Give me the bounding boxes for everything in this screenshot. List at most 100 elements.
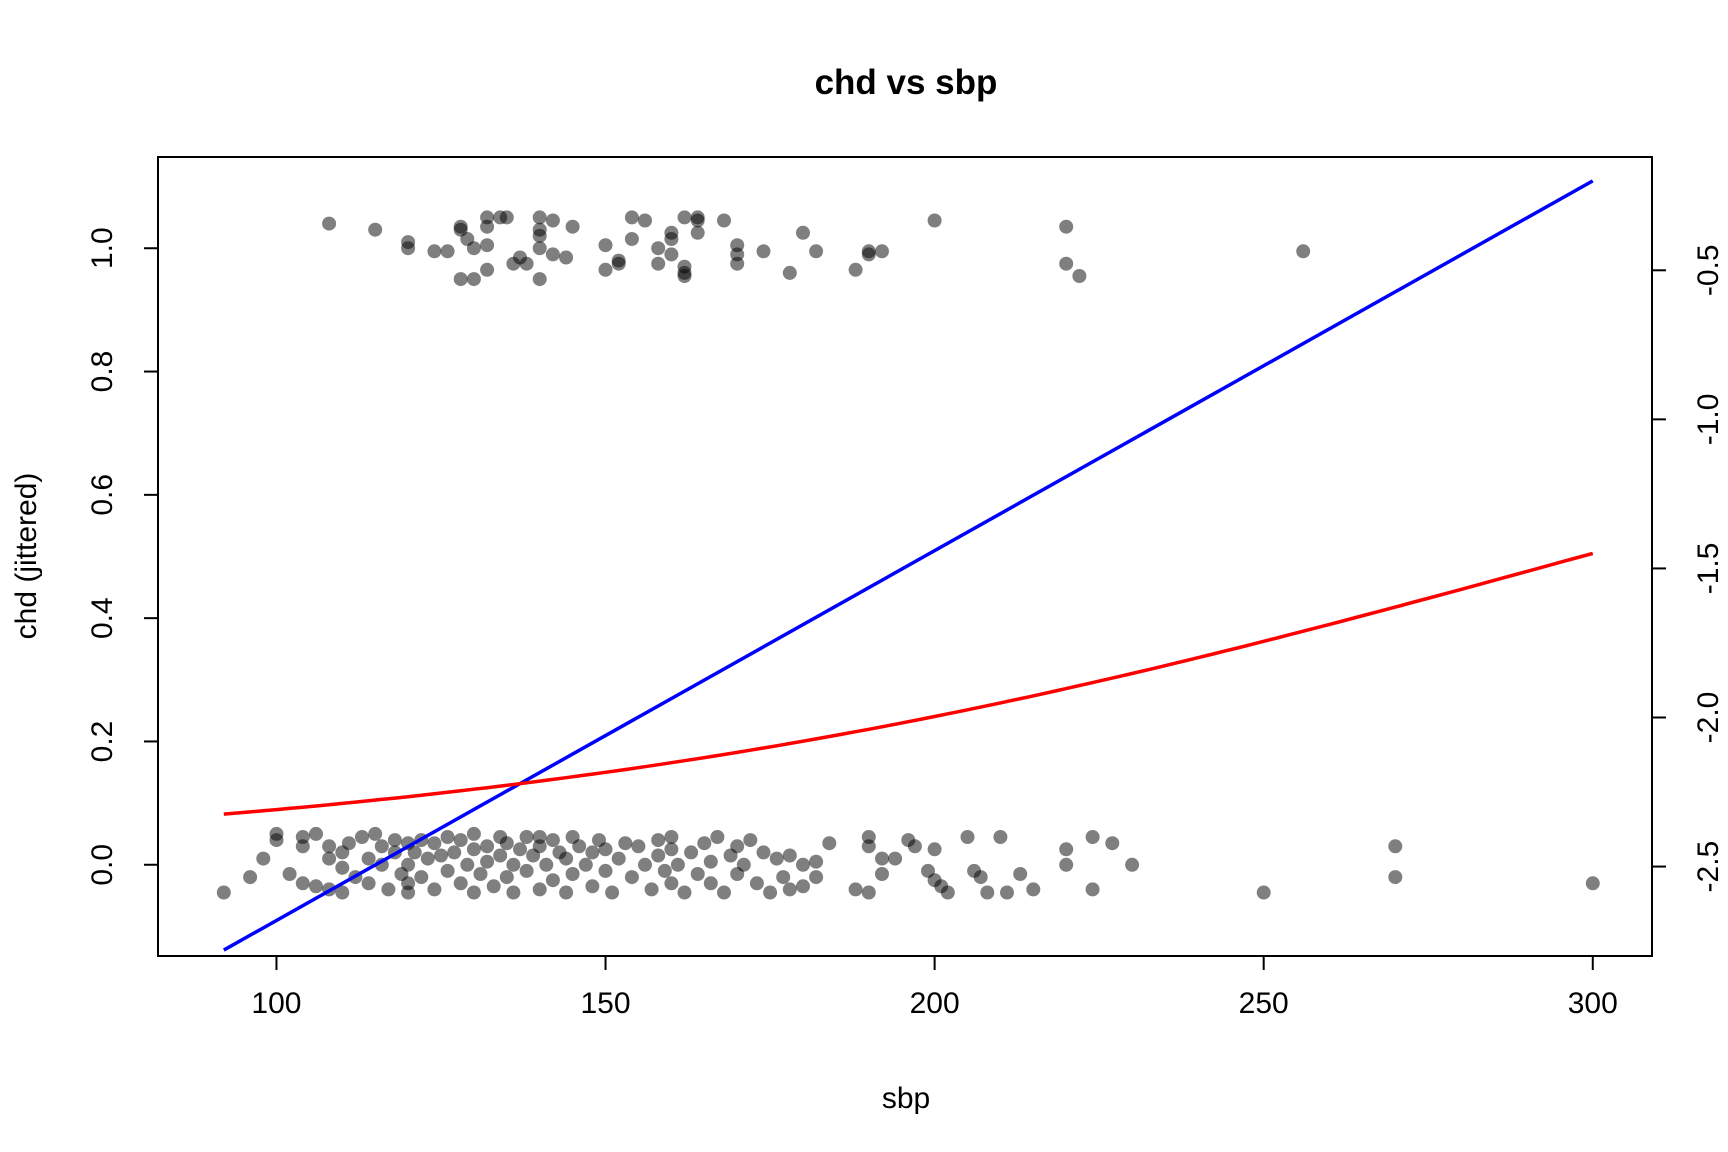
data-point — [1059, 842, 1074, 857]
data-point — [427, 836, 442, 851]
data-point — [927, 842, 942, 857]
data-point — [717, 885, 731, 900]
y2-tick-label: -0.5 — [1692, 244, 1725, 296]
data-point — [322, 851, 337, 866]
chart-title: chd vs sbp — [815, 63, 998, 102]
data-point — [644, 882, 659, 897]
data-point — [697, 836, 712, 851]
data-point — [539, 857, 554, 872]
data-point — [565, 219, 580, 234]
data-point — [499, 836, 514, 851]
data-point — [545, 213, 560, 228]
data-point — [861, 885, 876, 900]
x-tick-label: 250 — [1239, 987, 1289, 1020]
data-point — [769, 851, 784, 866]
data-point — [565, 867, 580, 881]
y2-tick-label: -1.5 — [1692, 543, 1725, 595]
x-axis: 100 150 200 250 300 — [251, 955, 1618, 1020]
data-point — [1059, 219, 1074, 234]
data-point — [730, 839, 745, 854]
data-point — [657, 863, 672, 878]
data-point — [341, 836, 356, 851]
x-tick-label: 100 — [251, 987, 301, 1020]
data-point — [618, 836, 633, 851]
data-point — [572, 839, 587, 854]
data-point — [295, 830, 310, 844]
data-point — [598, 262, 613, 277]
data-point — [1085, 830, 1100, 844]
data-point — [677, 210, 692, 225]
y-tick-label: 0.2 — [86, 721, 119, 763]
data-point — [466, 241, 481, 256]
data-point — [295, 876, 310, 891]
data-point — [973, 870, 988, 885]
data-point — [1085, 882, 1100, 897]
data-point — [611, 253, 626, 268]
data-point — [513, 842, 527, 857]
data-point — [545, 873, 560, 888]
data-point — [598, 842, 613, 857]
data-point — [664, 232, 679, 246]
data-point — [605, 885, 620, 900]
data-point — [1072, 269, 1087, 283]
data-point — [322, 839, 337, 854]
data-point — [309, 826, 323, 841]
data-point — [335, 860, 350, 875]
data-point — [519, 256, 534, 271]
points-layer — [216, 210, 1600, 900]
data-point — [559, 885, 574, 900]
data-point — [559, 851, 574, 866]
data-point — [559, 250, 574, 265]
y-tick-label: 0.0 — [86, 844, 119, 886]
data-point — [1388, 870, 1403, 885]
data-point — [1105, 836, 1120, 851]
data-point — [690, 213, 705, 228]
data-point — [460, 857, 475, 872]
data-point — [368, 826, 383, 841]
y-tick-label: 1.0 — [86, 227, 119, 269]
data-point — [690, 225, 705, 240]
data-point — [466, 842, 481, 857]
data-point — [499, 210, 514, 225]
data-point — [763, 885, 778, 900]
data-point — [927, 213, 942, 228]
data-point — [888, 851, 903, 866]
data-point — [861, 244, 876, 259]
data-point — [1059, 857, 1074, 872]
data-point — [532, 241, 547, 256]
data-point — [624, 870, 639, 885]
y-axis: 0.0 0.2 0.4 0.6 0.8 1.0 — [86, 227, 159, 886]
data-point — [335, 885, 350, 900]
data-point — [1388, 839, 1403, 854]
data-point — [243, 870, 258, 885]
data-point — [611, 851, 626, 866]
data-point — [756, 845, 771, 860]
data-point — [480, 854, 495, 869]
data-point — [506, 857, 521, 872]
data-point — [585, 879, 600, 894]
data-point — [796, 225, 810, 240]
data-point — [664, 247, 679, 262]
data-point — [782, 848, 797, 863]
data-point — [269, 826, 284, 841]
data-point — [809, 870, 824, 885]
data-point — [427, 244, 442, 259]
data-point — [848, 882, 863, 897]
data-point — [809, 854, 824, 869]
data-point — [473, 867, 488, 881]
data-point — [401, 241, 416, 256]
data-point — [216, 885, 231, 900]
data-point — [848, 262, 863, 277]
data-point — [743, 833, 758, 848]
x-tick-label: 200 — [910, 987, 960, 1020]
data-point — [677, 885, 692, 900]
data-point — [1059, 256, 1074, 271]
y-axis-title: chd (jittered) — [10, 473, 43, 640]
data-point — [651, 241, 666, 256]
data-point — [480, 262, 495, 277]
logistic-fit-curve — [223, 551, 1594, 816]
data-point — [1256, 885, 1271, 900]
data-point — [861, 839, 876, 854]
data-point — [440, 244, 455, 259]
